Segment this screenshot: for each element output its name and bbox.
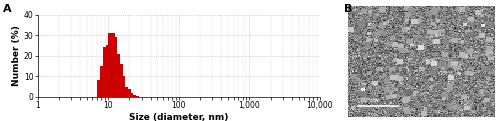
Bar [108, 33, 114, 97]
Bar [122, 87, 128, 97]
X-axis label: Size (diameter, nm): Size (diameter, nm) [129, 113, 228, 121]
Bar [116, 64, 122, 97]
Bar [114, 54, 120, 97]
Text: B: B [344, 4, 352, 14]
Bar [97, 80, 103, 97]
Bar [127, 93, 133, 97]
Y-axis label: Number (%): Number (%) [12, 25, 21, 86]
Bar [111, 37, 117, 97]
Bar [119, 76, 125, 97]
Bar [124, 89, 130, 97]
Bar [132, 96, 138, 97]
Bar [103, 47, 110, 97]
Text: A: A [2, 4, 11, 14]
Bar [130, 95, 136, 97]
Bar [100, 66, 107, 97]
Text: 100 nm: 100 nm [358, 98, 378, 103]
Bar [106, 45, 112, 97]
